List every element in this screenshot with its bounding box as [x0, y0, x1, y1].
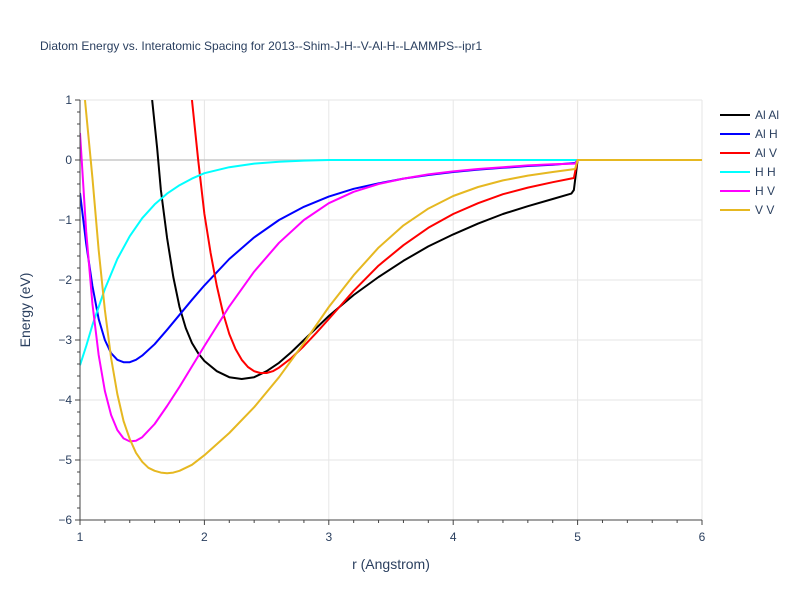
x-tick-label: 3	[325, 530, 332, 544]
plot-area	[80, 100, 702, 475]
x-tick-label: 1	[77, 530, 84, 544]
x-tick-label: 2	[201, 530, 208, 544]
x-tick-label: 5	[574, 530, 581, 544]
y-axis-title: Energy (eV)	[17, 273, 33, 348]
legend-label: Al H	[755, 127, 778, 141]
series-line-al-v	[190, 100, 702, 374]
legend-label: Al Al	[755, 108, 779, 122]
y-tick-label: −4	[58, 393, 72, 407]
y-tick-label: −2	[58, 273, 72, 287]
legend-item-al-h[interactable]: Al H	[720, 127, 778, 141]
legend-label: H V	[755, 184, 775, 198]
y-tick-label: 0	[65, 153, 72, 167]
x-tick-label: 4	[450, 530, 457, 544]
series-line-h-v	[80, 132, 702, 443]
y-tick-label: −1	[58, 213, 72, 227]
axes: 1 2 3 4 5 6 1 0 −1 −2 −3 −4 −5 −6	[58, 93, 705, 544]
x-axis-title: r (Angstrom)	[352, 556, 430, 572]
legend-label: V V	[755, 203, 774, 217]
y-tick-label: 1	[65, 93, 72, 107]
y-tick-label: −6	[58, 513, 72, 527]
x-tick-label: 6	[699, 530, 706, 544]
legend-item-v-v[interactable]: V V	[720, 203, 774, 217]
legend-label: Al V	[755, 146, 777, 160]
y-tick-label: −3	[58, 333, 72, 347]
series-line-v-v	[83, 100, 702, 475]
legend-item-h-h[interactable]: H H	[720, 165, 776, 179]
chart-title: Diatom Energy vs. Interatomic Spacing fo…	[40, 39, 482, 53]
legend-label: H H	[755, 165, 776, 179]
legend[interactable]: Al Al Al H Al V H H H V V V	[720, 108, 779, 217]
legend-item-al-v[interactable]: Al V	[720, 146, 777, 160]
legend-item-h-v[interactable]: H V	[720, 184, 775, 198]
y-tick-label: −5	[58, 453, 72, 467]
series-line-al-al	[151, 100, 702, 380]
series-line-h-h	[80, 159, 702, 366]
legend-item-al-al[interactable]: Al Al	[720, 108, 779, 122]
